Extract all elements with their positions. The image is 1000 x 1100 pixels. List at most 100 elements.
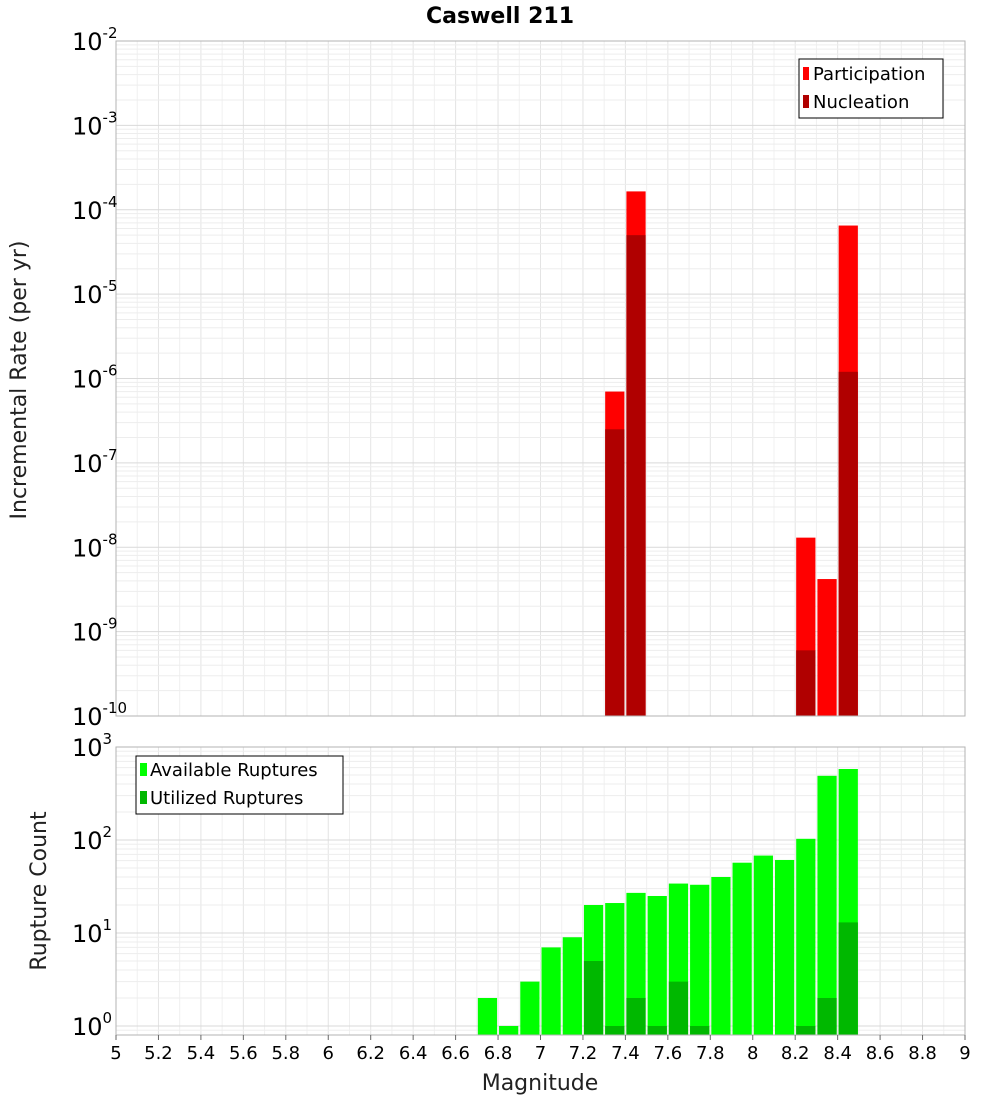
rate-y-tick-label: 10-2 xyxy=(72,24,118,56)
count-y-tick-exponent: 3 xyxy=(103,730,113,748)
rate-y-tick-base: 10 xyxy=(72,366,103,394)
rate-legend: Participation Nucleation xyxy=(798,58,944,119)
legend-swatch-available xyxy=(140,763,147,776)
rate-y-tick-exponent: -3 xyxy=(103,108,118,126)
rate-y-tick-exponent: -5 xyxy=(103,277,118,295)
count-y-tick-base: 10 xyxy=(72,827,103,855)
count-bar-utilized-ruptures xyxy=(796,1025,816,1035)
count-x-ticks: 5 5.2 5.4 5.6 5.8 6 6.2 6.4 6.6 6.8 7 7.2 7.4 7.6 7.8 8… xyxy=(110,1035,971,1064)
rate-bars xyxy=(605,191,858,717)
x-tick-label: 6.6 xyxy=(441,1043,470,1064)
rate-legend-box xyxy=(798,58,944,119)
rate-y-tick-exponent: -7 xyxy=(103,446,118,464)
rate-bar-nucleation xyxy=(796,650,816,716)
count-bar-available-ruptures xyxy=(711,877,731,1035)
count-bar-available-ruptures xyxy=(732,862,752,1035)
rate-y-tick-exponent: -10 xyxy=(103,699,128,717)
x-tick-label: 6.8 xyxy=(484,1043,513,1064)
count-bar-utilized-ruptures xyxy=(668,981,689,1035)
rate-plot-frame xyxy=(115,40,966,717)
rate-bar-nucleation xyxy=(605,429,625,716)
x-tick-label: 7 xyxy=(535,1043,546,1064)
count-bar-available-ruptures xyxy=(541,947,561,1035)
count-bar-available-ruptures xyxy=(562,937,582,1035)
x-tick-label: 6.2 xyxy=(356,1043,385,1064)
count-legend-box xyxy=(135,755,344,815)
legend-label-utilized: Utilized Ruptures xyxy=(150,788,303,809)
x-tick-label: 5.6 xyxy=(229,1043,258,1064)
rate-y-tick-base: 10 xyxy=(72,534,103,562)
count-y-tick-base: 10 xyxy=(72,734,103,762)
count-y-tick-label: 103 xyxy=(72,730,112,762)
rate-y-tick-exponent: -9 xyxy=(103,615,118,633)
rate-y-tick-exponent: -2 xyxy=(103,24,118,42)
rate-bar-nucleation xyxy=(626,235,646,716)
x-tick-label: 8.2 xyxy=(781,1043,810,1064)
count-bar-available-ruptures xyxy=(477,997,498,1035)
count-y-tick-label: 100 xyxy=(72,1009,112,1041)
rate-y-tick-base: 10 xyxy=(72,281,103,309)
rate-y-tick-label: 10-6 xyxy=(72,362,118,394)
rate-y-tick-exponent: -4 xyxy=(103,193,118,211)
x-tick-label: 7.6 xyxy=(654,1043,683,1064)
rate-y-tick-label: 10-5 xyxy=(72,277,118,309)
legend-swatch-utilized xyxy=(140,791,147,804)
rate-y-tick-base: 10 xyxy=(72,703,103,731)
count-bar-available-ruptures xyxy=(817,775,837,1035)
count-bar-utilized-ruptures xyxy=(817,997,837,1035)
count-bar-available-ruptures xyxy=(499,1025,519,1035)
legend-label-available: Available Ruptures xyxy=(150,760,318,781)
legend-label-participation: Participation xyxy=(813,64,925,85)
count-bar-available-ruptures xyxy=(520,981,540,1035)
count-bar-available-ruptures xyxy=(690,884,710,1035)
rate-bar-participation xyxy=(817,579,837,716)
x-tick-label: 5.8 xyxy=(271,1043,300,1064)
x-tick-label: 8.4 xyxy=(823,1043,852,1064)
legend-swatch-nucleation xyxy=(803,95,809,108)
rate-y-tick-base: 10 xyxy=(72,619,103,647)
x-tick-label: 7.8 xyxy=(696,1043,725,1064)
count-bar-utilized-ruptures xyxy=(605,1025,625,1035)
x-tick-label: 5.4 xyxy=(187,1043,216,1064)
rate-grid xyxy=(115,41,966,717)
rate-y-tick-base: 10 xyxy=(72,450,103,478)
count-bar-available-ruptures xyxy=(647,895,667,1035)
rate-y-axis-label: Incremental Rate (per yr) xyxy=(7,241,32,520)
x-tick-label: 5 xyxy=(110,1043,121,1064)
rate-y-tick-label: 10-3 xyxy=(72,108,118,140)
rate-bar-nucleation xyxy=(838,371,858,716)
count-y-tick-base: 10 xyxy=(72,1013,103,1041)
x-tick-label: 8.8 xyxy=(908,1043,937,1064)
count-bar-utilized-ruptures xyxy=(626,997,646,1035)
rate-y-tick-base: 10 xyxy=(72,112,103,140)
count-y-tick-exponent: 2 xyxy=(103,823,113,841)
x-tick-label: 5.2 xyxy=(144,1043,173,1064)
x-tick-label: 7.4 xyxy=(611,1043,640,1064)
x-tick-label: 9 xyxy=(959,1043,970,1064)
count-bar-utilized-ruptures xyxy=(838,922,858,1035)
rate-y-tick-base: 10 xyxy=(72,28,103,56)
count-bar-available-ruptures xyxy=(605,903,625,1035)
legend-label-nucleation: Nucleation xyxy=(813,92,909,113)
count-bar-available-ruptures xyxy=(796,838,816,1035)
count-y-tick-base: 10 xyxy=(72,920,103,948)
count-y-tick-label: 102 xyxy=(72,823,112,855)
x-tick-label: 7.2 xyxy=(569,1043,598,1064)
count-bars xyxy=(477,769,858,1035)
legend-swatch-participation xyxy=(803,67,809,80)
count-bar-available-ruptures xyxy=(753,855,773,1035)
x-tick-label: 6.4 xyxy=(399,1043,428,1064)
rate-y-tick-exponent: -6 xyxy=(103,362,118,380)
count-bar-utilized-ruptures xyxy=(647,1025,667,1035)
rate-y-tick-exponent: -8 xyxy=(103,530,118,548)
count-bar-available-ruptures xyxy=(774,859,795,1035)
rate-y-tick-label: 10-10 xyxy=(72,699,127,731)
chart-title: Caswell 211 xyxy=(426,4,574,29)
rate-y-tick-base: 10 xyxy=(72,197,103,225)
count-y-tick-exponent: 0 xyxy=(103,1009,113,1027)
x-tick-label: 6 xyxy=(323,1043,334,1064)
